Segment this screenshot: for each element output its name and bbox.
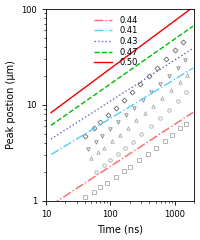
Legend: 0.44, 0.41, 0.43, 0.47, 0.50: 0.44, 0.41, 0.43, 0.47, 0.50 xyxy=(92,13,140,70)
X-axis label: Time (ns): Time (ns) xyxy=(97,224,143,234)
Y-axis label: Peak postion (μm): Peak postion (μm) xyxy=(6,60,16,149)
